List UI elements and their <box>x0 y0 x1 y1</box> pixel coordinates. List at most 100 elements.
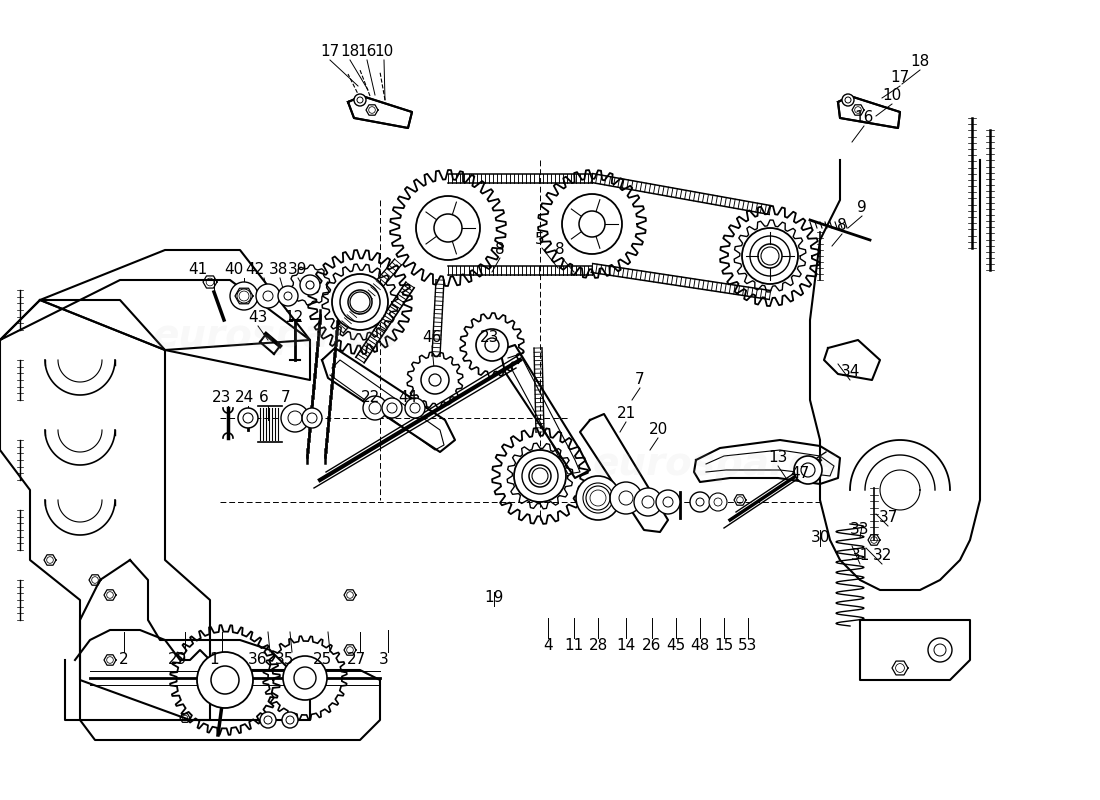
Text: 8: 8 <box>556 242 564 258</box>
Text: 38: 38 <box>268 262 288 278</box>
Text: 13: 13 <box>768 450 788 466</box>
Text: 1: 1 <box>209 653 219 667</box>
Circle shape <box>405 398 425 418</box>
Text: 11: 11 <box>564 638 584 654</box>
Text: 40: 40 <box>224 262 243 278</box>
Text: 53: 53 <box>738 638 758 654</box>
Text: 5: 5 <box>536 233 544 247</box>
Text: 2: 2 <box>119 653 129 667</box>
Circle shape <box>416 196 480 260</box>
Text: 45: 45 <box>667 638 685 654</box>
Text: 6: 6 <box>260 390 268 406</box>
Circle shape <box>583 483 613 513</box>
Text: 16: 16 <box>855 110 873 126</box>
Circle shape <box>282 712 298 728</box>
Circle shape <box>354 94 366 106</box>
Text: 36: 36 <box>249 653 267 667</box>
Text: 10: 10 <box>882 89 902 103</box>
Text: 20: 20 <box>648 422 668 438</box>
Circle shape <box>514 450 566 502</box>
Text: 19: 19 <box>484 590 504 606</box>
Text: 15: 15 <box>714 638 734 654</box>
Polygon shape <box>734 220 806 292</box>
Text: 47: 47 <box>791 466 810 482</box>
Circle shape <box>579 211 605 237</box>
Text: 14: 14 <box>616 638 636 654</box>
Text: 35: 35 <box>274 653 294 667</box>
Text: 4: 4 <box>543 638 553 654</box>
Text: 29: 29 <box>168 653 188 667</box>
Text: 23: 23 <box>212 390 232 406</box>
Polygon shape <box>322 264 398 340</box>
Circle shape <box>332 274 388 330</box>
Circle shape <box>300 275 320 295</box>
Circle shape <box>283 656 327 700</box>
Text: 39: 39 <box>288 262 308 278</box>
Text: 17: 17 <box>890 70 910 86</box>
Text: 26: 26 <box>642 638 662 654</box>
Circle shape <box>610 482 642 514</box>
Text: 17: 17 <box>320 45 340 59</box>
Text: 27: 27 <box>346 653 365 667</box>
Circle shape <box>348 290 372 314</box>
Text: 41: 41 <box>188 262 208 278</box>
Circle shape <box>306 281 313 289</box>
Polygon shape <box>263 636 346 720</box>
Text: 37: 37 <box>878 510 898 526</box>
Text: 9: 9 <box>857 201 867 215</box>
Text: 23: 23 <box>481 330 499 346</box>
Text: 18: 18 <box>340 45 360 59</box>
Text: 44: 44 <box>398 390 418 406</box>
Text: eurospares: eurospares <box>592 445 838 483</box>
Circle shape <box>421 366 449 394</box>
Polygon shape <box>407 352 463 408</box>
Circle shape <box>842 94 854 106</box>
Circle shape <box>485 338 499 352</box>
Circle shape <box>278 286 298 306</box>
Polygon shape <box>348 96 412 128</box>
Text: 43: 43 <box>249 310 267 326</box>
Circle shape <box>429 374 441 386</box>
Text: 46: 46 <box>422 330 442 346</box>
Text: 33: 33 <box>850 522 870 538</box>
Circle shape <box>529 465 551 487</box>
Circle shape <box>742 228 797 284</box>
Text: 12: 12 <box>285 310 304 326</box>
Circle shape <box>340 282 379 322</box>
Circle shape <box>294 667 316 689</box>
Circle shape <box>522 458 558 494</box>
Polygon shape <box>390 170 506 286</box>
Circle shape <box>476 329 508 361</box>
Circle shape <box>750 236 790 276</box>
Text: 7: 7 <box>635 373 645 387</box>
Circle shape <box>260 712 276 728</box>
Polygon shape <box>507 443 573 509</box>
Circle shape <box>690 492 710 512</box>
Text: 18: 18 <box>911 54 930 70</box>
Circle shape <box>562 194 622 254</box>
Text: 42: 42 <box>245 262 265 278</box>
Circle shape <box>794 456 822 484</box>
Text: 30: 30 <box>811 530 829 546</box>
Text: 16: 16 <box>358 45 376 59</box>
Circle shape <box>576 476 620 520</box>
Text: 32: 32 <box>872 549 892 563</box>
Circle shape <box>710 493 727 511</box>
Text: 3: 3 <box>379 653 389 667</box>
Circle shape <box>634 488 662 516</box>
Text: 7: 7 <box>282 390 290 406</box>
Text: 48: 48 <box>691 638 710 654</box>
Text: 21: 21 <box>616 406 636 422</box>
Circle shape <box>434 214 462 242</box>
Circle shape <box>230 282 258 310</box>
Text: eurospares: eurospares <box>152 317 398 355</box>
Polygon shape <box>308 250 411 354</box>
Text: 28: 28 <box>588 638 607 654</box>
Text: 24: 24 <box>234 390 254 406</box>
Circle shape <box>758 244 782 268</box>
Circle shape <box>532 468 548 484</box>
Text: 34: 34 <box>840 365 860 379</box>
Text: 25: 25 <box>312 653 331 667</box>
Circle shape <box>256 284 280 308</box>
Circle shape <box>928 638 952 662</box>
